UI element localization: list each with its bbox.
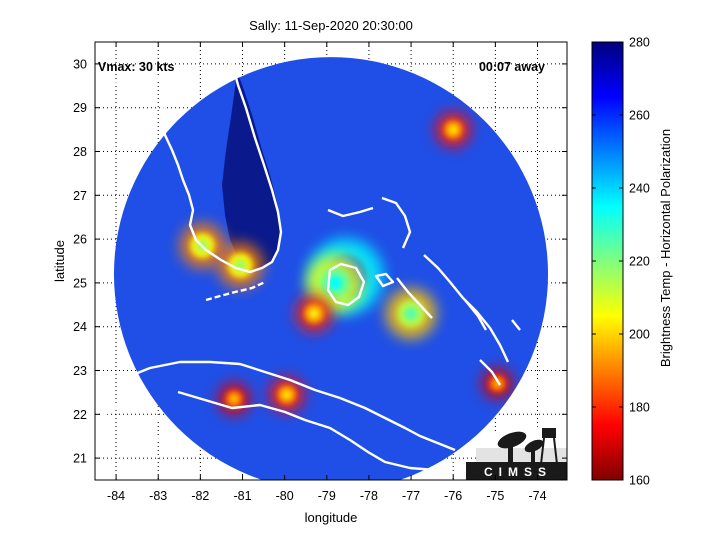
cell-core bbox=[229, 394, 239, 404]
island-of-youth-coastline bbox=[147, 415, 174, 440]
plot-area: CIMSS Vmax: 30 kts 00:07 away bbox=[94, 41, 568, 481]
long-island-coastline bbox=[464, 299, 488, 331]
y-tick-label: 22 bbox=[73, 408, 87, 422]
x-tick-label: -81 bbox=[233, 489, 251, 503]
x-tick-label: -78 bbox=[360, 489, 378, 503]
yucatan-coastline bbox=[95, 377, 132, 422]
cell-core bbox=[448, 125, 458, 135]
y-tick-label: 24 bbox=[73, 320, 87, 334]
chart-title: Sally: 11-Sep-2020 20:30:00 bbox=[249, 18, 413, 33]
florida-keys-coastline bbox=[205, 280, 266, 302]
logo-text: CIMSS bbox=[484, 465, 552, 479]
x-tick-label: -75 bbox=[486, 489, 504, 503]
colorbar-tick-label: 180 bbox=[629, 401, 650, 415]
andros-coastline bbox=[326, 262, 366, 307]
logo-water-tower bbox=[542, 428, 556, 438]
x-tick-label: -80 bbox=[276, 489, 294, 503]
y-tick-label: 29 bbox=[73, 101, 87, 115]
cell-core bbox=[328, 275, 343, 290]
logo-satellite-dish-left bbox=[497, 431, 527, 449]
annotation-vmax: Vmax: 30 kts bbox=[98, 60, 174, 74]
acklins-coastline bbox=[479, 359, 502, 386]
cat-island-coastline bbox=[511, 319, 521, 331]
grand-bahama-coastline bbox=[327, 206, 374, 218]
x-tick-label: -84 bbox=[107, 489, 125, 503]
logo-water-tower-leg-right bbox=[553, 437, 558, 465]
cell-core bbox=[282, 390, 292, 400]
x-tick-label: -83 bbox=[149, 489, 167, 503]
colorbar-tick-label: 260 bbox=[629, 109, 650, 123]
x-tick-label: -79 bbox=[318, 489, 336, 503]
y-tick-label: 28 bbox=[73, 145, 87, 159]
y-tick-label: 25 bbox=[73, 276, 87, 290]
colorbar-tick-label: 280 bbox=[629, 36, 650, 50]
logo-dish-mount-right bbox=[531, 448, 535, 462]
new-providence-coastline bbox=[374, 272, 395, 288]
y-tick-label: 30 bbox=[73, 57, 87, 71]
logo-dish-mount-left bbox=[508, 444, 513, 462]
x-tick-label: -76 bbox=[444, 489, 462, 503]
annotation-away: 00:07 away bbox=[479, 60, 545, 74]
cuba-south-coastline bbox=[177, 390, 451, 472]
abaco-coastline bbox=[381, 196, 412, 249]
x-tick-labels: -84 -83 -82 -81 -80 -79 -78 -77 -76 -75 -74 bbox=[107, 489, 547, 503]
colorbar-tick-label: 240 bbox=[629, 182, 650, 196]
florida-coastline bbox=[95, 61, 283, 274]
eleuthera-coastline bbox=[396, 277, 433, 319]
x-axis-label: longitude bbox=[305, 510, 358, 525]
logo-satellite-dish-right bbox=[524, 439, 544, 453]
logo-cimss: CIMSS bbox=[466, 424, 567, 480]
colorbar-tick-label: 200 bbox=[629, 328, 650, 342]
colorbar-tick-label: 220 bbox=[629, 255, 650, 269]
swath bbox=[114, 57, 548, 480]
x-tick-label: -82 bbox=[191, 489, 209, 503]
florida-land-warm-region bbox=[222, 58, 281, 270]
cell-core bbox=[309, 308, 319, 319]
x-tick-label: -74 bbox=[528, 489, 546, 503]
y-tick-label: 26 bbox=[73, 233, 87, 247]
x-tick-label: -77 bbox=[402, 489, 420, 503]
cuba-north-coastline bbox=[124, 360, 456, 452]
y-tick-labels: 21 22 23 24 25 26 27 28 29 30 bbox=[73, 57, 87, 465]
axis-ticks bbox=[95, 42, 567, 480]
y-tick-label: 27 bbox=[73, 189, 87, 203]
plot-frame bbox=[94, 41, 568, 481]
colorbar: 160 180 200 220 240 260 280 Brightness Temp - … bbox=[591, 36, 673, 488]
logo-banner bbox=[466, 462, 567, 480]
colorbar-gradient bbox=[591, 41, 624, 481]
logo-water-tower-leg-left bbox=[540, 437, 545, 465]
y-tick-label: 21 bbox=[73, 452, 87, 466]
colorbar-label: Brightness Temp - Horizontal Polarizatio… bbox=[658, 129, 673, 367]
cell-core bbox=[404, 307, 418, 320]
coastlines bbox=[95, 61, 567, 472]
y-tick-label: 23 bbox=[73, 364, 87, 378]
colorbar-tick-label: 160 bbox=[629, 474, 650, 488]
inagua-coastline bbox=[518, 378, 544, 398]
colorbar-ticks: 160 180 200 220 240 260 280 bbox=[592, 36, 650, 488]
y-axis-label: latitude bbox=[52, 240, 67, 282]
cell-core bbox=[493, 379, 502, 388]
